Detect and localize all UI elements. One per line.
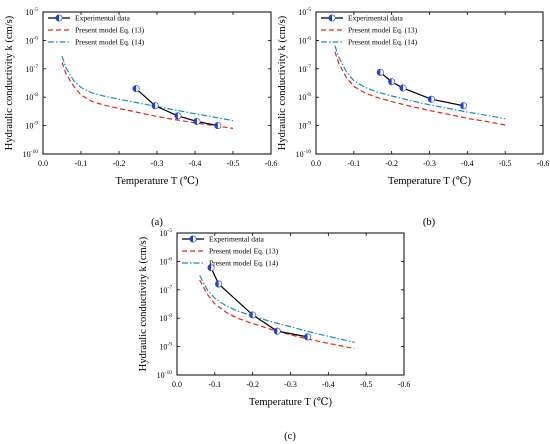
chart-0-data-point (151, 102, 159, 110)
chart-0-ytick-label: 10-6 (25, 35, 38, 45)
chart-0-xtick-label: -0.2 (113, 159, 126, 168)
chart-0-data-point (214, 122, 222, 130)
chart-1-xtick-label: -0.5 (499, 159, 512, 168)
chart-1-xtick-label: -0.3 (423, 159, 436, 168)
chart-0-xtick-label: -0.4 (189, 159, 202, 168)
chart-0-ytick-label: 10-9 (25, 121, 38, 131)
chart-2-xtick-label: -0.6 (398, 380, 411, 389)
chart-2-legend-label: Present model Eq. (14) (209, 259, 279, 268)
chart-0-ytick-label: 10-8 (25, 92, 38, 102)
chart-0-xtick-label: 0.0 (38, 159, 48, 168)
chart-2-ylabel: Hydraulic conductivity k (cm/s) (138, 236, 149, 371)
chart-1-xtick-label: 0.0 (311, 159, 321, 168)
chart-0-xtick-label: -0.6 (265, 159, 278, 168)
chart-2-data-point (273, 327, 281, 335)
chart-0-ylabel: Hydraulic conductivity k (cm/s) (4, 15, 15, 150)
chart-2-legend-label: Present model Eq. (13) (209, 247, 279, 256)
chart-0-legend: Experimental data Present model Eq. (13) P… (48, 14, 145, 47)
chart-1-data-point (376, 68, 384, 76)
chart-1-ytick-label: 10-7 (298, 64, 311, 74)
chart-2-ytick-label: 10-5 (159, 228, 172, 238)
chart-1-series-line-0 (379, 71, 464, 107)
chart-2-legend-label: Experimental data (209, 235, 264, 244)
chart-1-data-point (399, 84, 407, 92)
chart-1-ytick-label: 10-9 (298, 121, 311, 131)
chart-1-ytick-label: 10-6 (298, 35, 311, 45)
chart-1-data-point (427, 95, 435, 103)
chart-1-series-line-1 (334, 51, 506, 126)
chart-0-data-point (193, 117, 201, 125)
chart-2-xtick-label: -0.4 (322, 380, 335, 389)
chart-1-caption: (b) (423, 217, 436, 228)
chart-0-series-line-1 (61, 62, 234, 129)
chart-1-data-point (388, 78, 396, 86)
chart-0-legend-label: Present model Eq. (13) (75, 26, 145, 35)
chart-0-ytick-label: 10-5 (25, 7, 38, 17)
chart-0-data-point (174, 112, 182, 120)
chart-2-ytick-label: 10-9 (159, 342, 172, 352)
chart-2-ytick-label: 10-10 (157, 370, 173, 380)
chart-2-xtick-label: -0.3 (284, 380, 297, 389)
chart-0-xtick-label: -0.1 (75, 159, 88, 168)
chart-0-legend-label: Experimental data (75, 14, 130, 23)
chart-0-caption: (a) (151, 217, 163, 228)
chart-2-ytick-label: 10-8 (159, 313, 172, 323)
chart-1-legend: Experimental data Present model Eq. (13) P… (321, 14, 418, 47)
chart-1-xlabel: Temperature T (℃) (388, 176, 471, 187)
chart-2-data-point (207, 264, 215, 272)
chart-2-series-line-0 (210, 267, 308, 338)
chart-1-xtick-label: -0.6 (537, 159, 550, 168)
chart-2-xtick-label: -0.2 (246, 380, 259, 389)
chart-2-legend: Experimental data Present model Eq. (13) P… (182, 235, 279, 268)
chart-2-data-point (215, 280, 223, 288)
chart-1-xtick-label: -0.4 (461, 159, 474, 168)
chart-0-xtick-label: -0.5 (227, 159, 240, 168)
chart-1-ytick-label: 10-10 (296, 149, 312, 159)
chart-0-xtick-label: -0.3 (151, 159, 164, 168)
chart-2-ytick-label: 10-6 (159, 256, 172, 266)
chart-panel-c: 0.0 -0.1 -0.2 -0.3 -0.4 -0.5 -0.6 10-10 10-9 10-8… (138, 228, 410, 442)
chart-2-xtick-label: -0.5 (360, 380, 373, 389)
chart-1-legend-label: Experimental data (348, 14, 403, 23)
chart-2-xlabel: Temperature T (℃) (249, 397, 332, 408)
chart-panel-b: 0.0 -0.1 -0.2 -0.3 -0.4 -0.5 -0.6 10-10 10-9 10-8… (277, 7, 549, 228)
chart-1-legend-label: Present model Eq. (14) (348, 38, 418, 47)
chart-2-data-point (304, 333, 312, 341)
chart-1-xtick-label: -0.2 (385, 159, 398, 168)
chart-0-ytick-label: 10-7 (25, 64, 38, 74)
chart-0-xlabel: Temperature T (℃) (116, 176, 199, 187)
chart-1-ytick-label: 10-5 (298, 7, 311, 17)
chart-2-xtick-label: -0.1 (208, 380, 221, 389)
chart-1-xtick-label: -0.1 (347, 159, 360, 168)
chart-2-caption: (c) (284, 431, 296, 442)
chart-2-series-line-1 (199, 279, 355, 350)
chart-0-data-point (132, 85, 140, 93)
chart-1-ytick-label: 10-8 (298, 92, 311, 102)
chart-0-ytick-label: 10-10 (23, 149, 39, 159)
chart-2-data-point (249, 311, 257, 319)
chart-0-series-line-2 (61, 55, 234, 122)
chart-2-xtick-label: 0.0 (172, 380, 182, 389)
chart-panel-a: 0.0 -0.1 -0.2 -0.3 -0.4 -0.5 -0.6 10-10 10-9 10-8… (4, 7, 277, 228)
chart-1-ylabel: Hydraulic conductivity k (cm/s) (277, 15, 288, 150)
chart-1-series-line-2 (334, 45, 506, 120)
chart-2-ytick-label: 10-7 (159, 285, 172, 295)
chart-1-legend-label: Present model Eq. (13) (348, 26, 418, 35)
chart-1-data-point (460, 102, 468, 110)
chart-0-legend-label: Present model Eq. (14) (75, 38, 145, 47)
